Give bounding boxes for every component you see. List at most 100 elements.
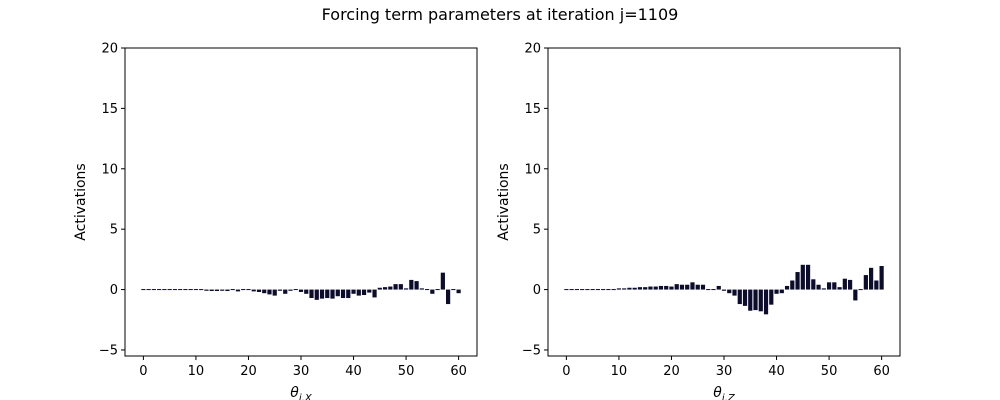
bar-24 — [267, 289, 272, 295]
bar-1 — [146, 289, 151, 291]
bar-19 — [241, 289, 246, 291]
y-axis-label: Activations — [73, 163, 89, 240]
bar-36 — [753, 289, 758, 311]
right-subplot-theta-z: 0 10 20 30 40 50 60 −5 0 5 10 15 20 Activations θi,Z — [496, 42, 901, 400]
bar-29 — [293, 289, 298, 291]
bar-56 — [858, 289, 863, 291]
y-tick-label: 10 — [524, 162, 541, 177]
bar-52 — [837, 287, 842, 290]
bar-51 — [832, 282, 837, 290]
bar-7 — [601, 289, 606, 291]
bar-0 — [564, 289, 569, 291]
bar-36 — [330, 289, 335, 299]
y-tick-label: 0 — [533, 283, 541, 298]
bar-15 — [643, 287, 648, 290]
bar-60 — [456, 289, 461, 294]
bar-59 — [874, 280, 879, 290]
bar-50 — [403, 288, 409, 290]
bar-31 — [727, 289, 732, 294]
x-tick-label: 0 — [139, 364, 147, 379]
bar-22 — [679, 284, 685, 290]
bar-55 — [853, 289, 858, 301]
bar-2 — [151, 289, 156, 291]
y-tick-label: 5 — [533, 223, 541, 238]
bar-34 — [319, 289, 325, 299]
bar-53 — [842, 278, 847, 290]
bar-16 — [225, 289, 230, 292]
bar-48 — [393, 284, 398, 290]
bar-13 — [209, 289, 214, 292]
bar-53 — [419, 288, 424, 290]
bar-2 — [574, 289, 579, 291]
bar-31 — [304, 289, 309, 294]
bar-58 — [446, 289, 451, 305]
bar-57 — [863, 275, 868, 290]
bar-59 — [451, 289, 456, 291]
bar-5 — [590, 289, 595, 291]
bar-21 — [251, 289, 256, 292]
y-tick-label: 0 — [110, 283, 118, 298]
bar-60 — [879, 266, 884, 290]
bar-33 — [314, 289, 319, 300]
bar-56 — [435, 289, 440, 291]
bar-17 — [653, 286, 658, 290]
bar-35 — [325, 289, 330, 299]
bar-39 — [346, 289, 351, 299]
bar-49 — [821, 288, 826, 290]
bar-54 — [847, 279, 853, 290]
bar-8 — [183, 289, 188, 291]
bar-46 — [382, 287, 388, 290]
x-tick-label: 20 — [240, 364, 257, 379]
bar-40 — [774, 289, 779, 294]
bar-27 — [706, 289, 711, 291]
bar-14 — [637, 287, 643, 290]
bar-43 — [367, 289, 372, 293]
bar-42 — [361, 289, 367, 296]
bar-52 — [414, 281, 419, 290]
bar-38 — [763, 289, 769, 315]
bar-32 — [309, 289, 314, 299]
y-tick-label: 15 — [524, 102, 541, 117]
bar-44 — [372, 289, 377, 298]
bar-37 — [758, 289, 763, 312]
bar-16 — [648, 286, 653, 290]
bar-10 — [616, 288, 622, 290]
bars — [141, 272, 461, 305]
bar-11 — [199, 289, 204, 291]
bar-39 — [769, 289, 774, 305]
bar-19 — [664, 285, 669, 290]
bar-9 — [611, 289, 616, 291]
bar-18 — [235, 289, 241, 292]
bar-7 — [178, 289, 183, 291]
bar-37 — [335, 289, 340, 297]
left-subplot-theta-x: 0 10 20 30 40 50 60 −5 0 5 10 15 20 Activations θi,X — [73, 42, 478, 400]
bars — [564, 264, 884, 315]
y-tick-label: 20 — [524, 42, 541, 57]
bar-48 — [816, 284, 821, 290]
bar-55 — [430, 289, 435, 294]
bar-42 — [784, 285, 790, 290]
x-tick-label: 30 — [293, 364, 310, 379]
bar-27 — [283, 289, 288, 294]
bar-54 — [424, 289, 430, 291]
figure-title: Forcing term parameters at iteration j=1… — [322, 5, 679, 24]
bar-26 — [277, 289, 283, 291]
bar-26 — [700, 284, 706, 290]
bar-44 — [795, 272, 800, 290]
bar-38 — [340, 289, 346, 299]
x-axis-label: θi,Z — [713, 385, 736, 400]
bar-41 — [356, 289, 361, 296]
bar-43 — [790, 280, 795, 290]
y-tick-label: 5 — [110, 223, 118, 238]
bar-23 — [262, 289, 267, 294]
bar-30 — [298, 289, 304, 292]
x-tick-label: 10 — [188, 364, 205, 379]
x-tick-label: 40 — [768, 364, 785, 379]
x-tick-label: 40 — [345, 364, 362, 379]
x-tick-label: 60 — [450, 364, 467, 379]
bar-14 — [214, 289, 220, 292]
bar-30 — [721, 289, 727, 291]
bar-57 — [440, 272, 445, 290]
bar-17 — [230, 289, 235, 291]
